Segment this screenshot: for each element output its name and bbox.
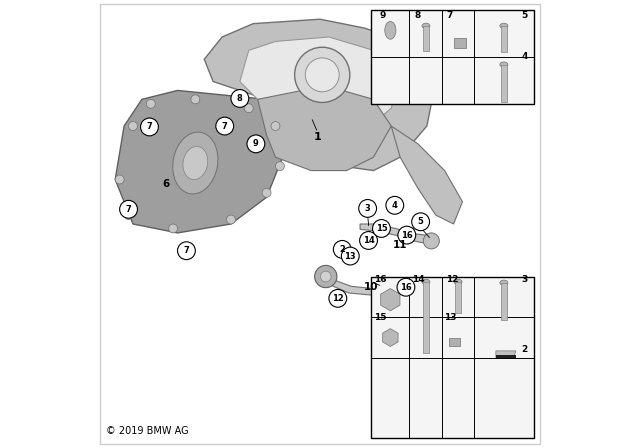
Polygon shape [496, 351, 516, 358]
Circle shape [341, 247, 359, 265]
Circle shape [315, 265, 337, 288]
Text: 12: 12 [447, 275, 459, 284]
Ellipse shape [422, 23, 430, 29]
Text: 16: 16 [401, 231, 413, 240]
Ellipse shape [422, 279, 430, 284]
Polygon shape [240, 37, 400, 135]
Circle shape [271, 121, 280, 130]
Bar [496, 355, 516, 358]
Circle shape [231, 90, 249, 108]
Circle shape [191, 95, 200, 104]
Text: 15: 15 [374, 313, 387, 322]
Text: 11: 11 [393, 241, 408, 250]
Circle shape [168, 224, 177, 233]
Circle shape [262, 188, 271, 197]
Text: 10: 10 [364, 282, 378, 292]
Text: 6: 6 [162, 179, 169, 189]
Circle shape [305, 58, 339, 92]
Text: 12: 12 [332, 294, 344, 303]
Text: 503695: 503695 [497, 426, 534, 436]
Circle shape [141, 118, 158, 136]
Text: 9: 9 [379, 11, 385, 20]
Polygon shape [204, 19, 436, 171]
Ellipse shape [183, 146, 208, 180]
Circle shape [247, 135, 265, 153]
Circle shape [398, 226, 416, 244]
Polygon shape [115, 90, 284, 233]
Ellipse shape [500, 62, 508, 67]
Text: 7: 7 [446, 11, 452, 20]
Text: 9: 9 [253, 139, 259, 148]
Text: 7: 7 [222, 121, 228, 130]
Bar [501, 65, 506, 102]
Text: 13: 13 [344, 252, 356, 261]
Ellipse shape [500, 280, 508, 285]
Text: 4: 4 [522, 52, 528, 61]
Text: 3: 3 [365, 204, 371, 213]
Bar [501, 26, 506, 52]
Text: 3: 3 [522, 275, 528, 284]
Ellipse shape [385, 22, 396, 39]
Text: 7: 7 [125, 205, 131, 214]
Circle shape [124, 211, 133, 220]
Circle shape [294, 47, 350, 103]
Text: 14: 14 [412, 275, 424, 284]
Circle shape [177, 242, 195, 260]
Circle shape [129, 121, 138, 130]
Circle shape [216, 117, 234, 135]
Polygon shape [324, 273, 422, 295]
Bar [449, 337, 460, 346]
Circle shape [359, 199, 376, 217]
Text: 5: 5 [522, 11, 528, 20]
Bar [501, 283, 506, 320]
Bar [423, 282, 429, 353]
Text: 2: 2 [522, 345, 528, 354]
Circle shape [321, 271, 331, 282]
Ellipse shape [500, 23, 508, 29]
Text: 5: 5 [418, 217, 424, 226]
Text: 16: 16 [400, 283, 412, 292]
Circle shape [227, 215, 236, 224]
Circle shape [147, 99, 156, 108]
Text: 4: 4 [392, 201, 397, 210]
Circle shape [244, 104, 253, 113]
Text: 8: 8 [415, 11, 421, 20]
Circle shape [360, 232, 378, 250]
Circle shape [372, 220, 390, 237]
Circle shape [386, 196, 404, 214]
Polygon shape [360, 224, 431, 244]
Circle shape [329, 289, 347, 307]
Circle shape [333, 241, 351, 258]
Circle shape [413, 282, 431, 300]
Polygon shape [391, 126, 463, 224]
Bar [371, 10, 534, 104]
Circle shape [397, 278, 415, 296]
Text: 2: 2 [339, 245, 345, 254]
Text: 8: 8 [237, 94, 243, 103]
Bar [423, 26, 429, 51]
Circle shape [120, 200, 138, 218]
Text: 1: 1 [314, 132, 322, 142]
Circle shape [423, 233, 439, 249]
Text: © 2019 BMW AG: © 2019 BMW AG [106, 426, 189, 436]
Text: 14: 14 [363, 236, 374, 245]
Polygon shape [258, 90, 391, 171]
Circle shape [412, 213, 429, 231]
Text: 13: 13 [444, 313, 457, 322]
Ellipse shape [454, 279, 462, 284]
Bar [455, 282, 461, 313]
Bar [454, 39, 466, 48]
Text: 7: 7 [147, 122, 152, 131]
Text: 7: 7 [184, 246, 189, 255]
Bar [371, 277, 534, 438]
Ellipse shape [173, 132, 218, 194]
Text: 15: 15 [376, 224, 387, 233]
Text: 16: 16 [374, 275, 387, 284]
Circle shape [275, 162, 284, 171]
Circle shape [115, 175, 124, 184]
